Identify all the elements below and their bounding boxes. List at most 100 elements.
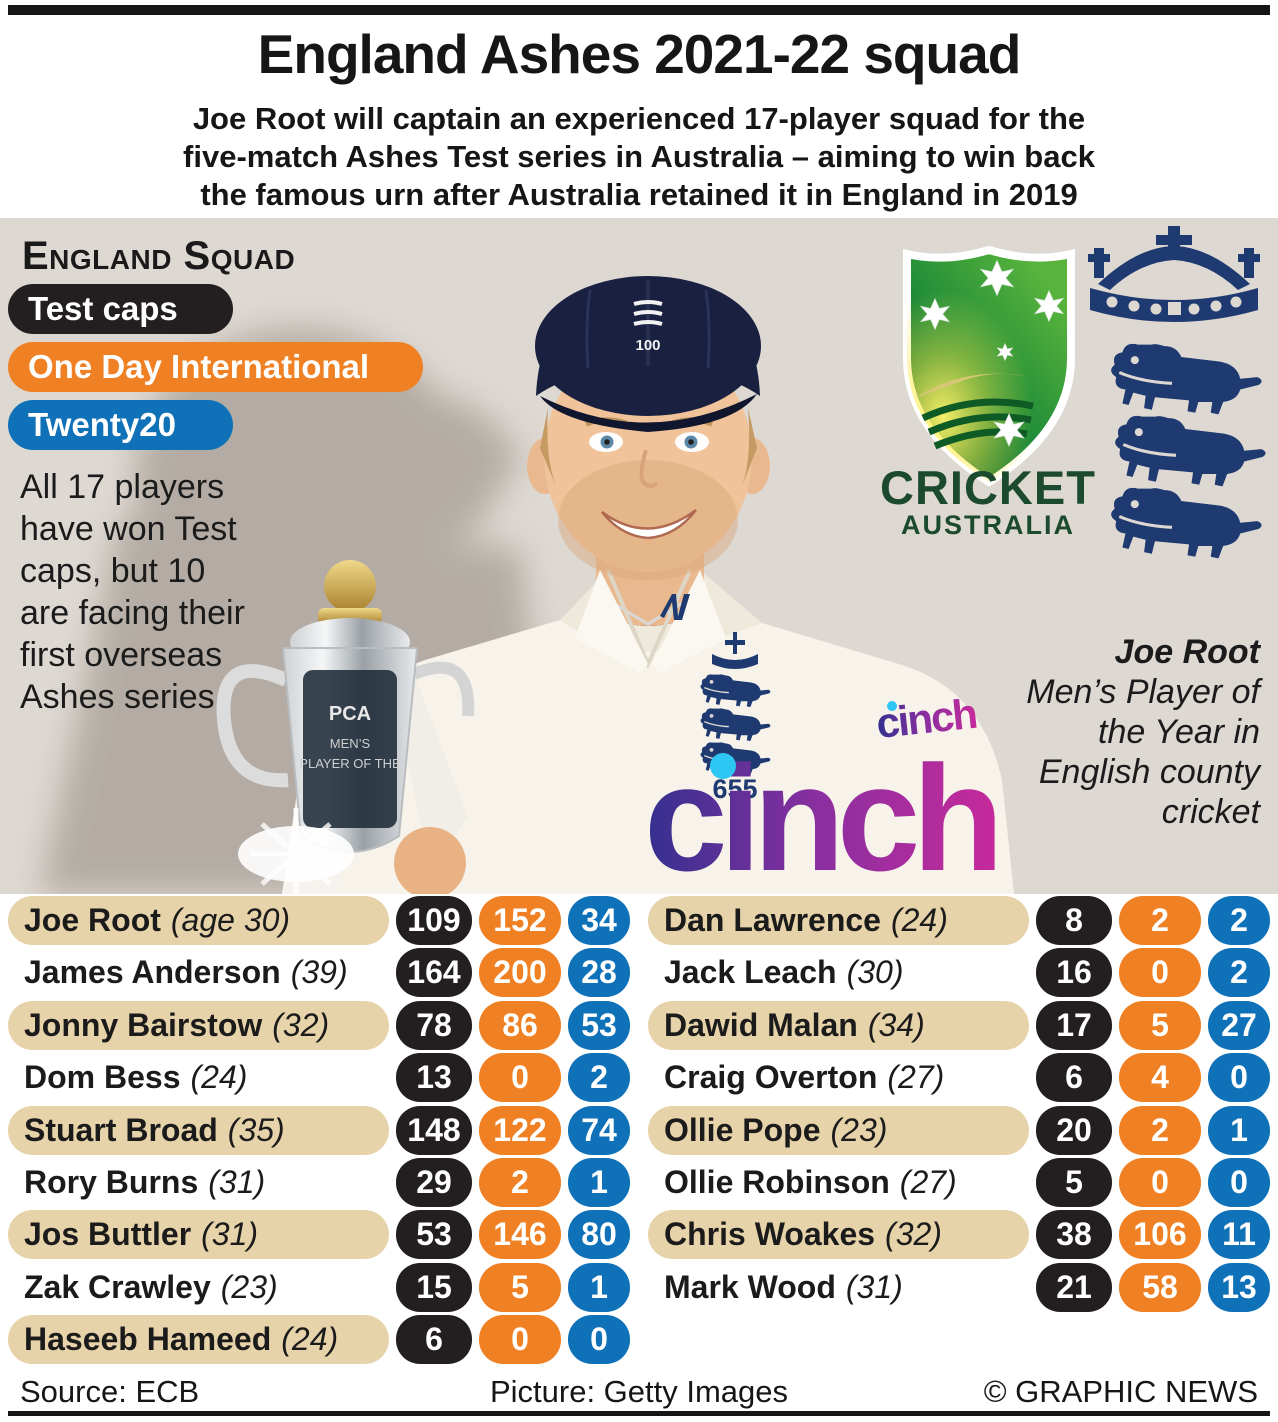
- cinch-i-dot: [710, 753, 736, 779]
- player-age: (30): [846, 954, 904, 991]
- player-name-text: Rory Burns: [24, 1163, 199, 1200]
- player-name: Mark Wood (31): [648, 1263, 1029, 1312]
- player-name-text: Craig Overton: [664, 1059, 878, 1096]
- player-name: Ollie Robinson (27): [648, 1158, 1029, 1207]
- player-name-text: James Anderson: [24, 954, 281, 991]
- hair-left: [540, 408, 556, 486]
- legend-twenty20: Twenty20: [8, 400, 233, 450]
- t20-pill: 28: [568, 948, 630, 998]
- player-age: (32): [885, 1216, 942, 1253]
- subtitle-line: the famous urn after Australia retained …: [200, 177, 1078, 212]
- trophy-text-3: PLAYER OF THE: [299, 756, 401, 771]
- cinch-sleeve-i-dot: [887, 701, 897, 711]
- player-name-text: Ollie Robinson: [664, 1163, 890, 1200]
- player-row: James Anderson (39) 164 200 28: [8, 948, 630, 998]
- player-age: (27): [887, 1059, 945, 1096]
- t20-pill: 74: [568, 1105, 630, 1155]
- player-age: (39): [290, 954, 348, 991]
- player-age: (27): [899, 1163, 957, 1200]
- t20-pill: 0: [568, 1315, 630, 1365]
- player-name-text: Dan Lawrence: [664, 902, 881, 938]
- caption-text: Men’s Player of the Year in English coun…: [1026, 673, 1260, 831]
- squad-column-right: Dan Lawrence (24) 8 2 2 Jack Leach (30) 16…: [648, 896, 1270, 1315]
- trophy-handle-left: [216, 664, 289, 788]
- shirt-number: 655: [712, 774, 757, 804]
- pupil-right: [688, 439, 694, 445]
- test-caps-pill: 6: [1036, 1053, 1112, 1103]
- test-caps-pill: 8: [1036, 896, 1112, 945]
- test-caps-pill: 38: [1036, 1210, 1112, 1260]
- player-age: (31): [845, 1268, 903, 1305]
- ecb-crown: [1088, 226, 1260, 322]
- player-name: Jonny Bairstow (32): [8, 1000, 389, 1050]
- t20-pill: 0: [1208, 1053, 1270, 1103]
- legend-odi: One Day International: [8, 342, 423, 392]
- nb-logo: [660, 594, 690, 620]
- odi-pill: 5: [479, 1262, 561, 1312]
- test-caps-pill: 164: [396, 948, 472, 998]
- photo-caption: Joe Root Men’s Player of the Year in Eng…: [1020, 632, 1260, 832]
- t20-pill: 13: [1208, 1262, 1270, 1312]
- odi-pill: 200: [479, 948, 561, 998]
- test-caps-pill: 16: [1036, 948, 1112, 998]
- player-row: Craig Overton (27) 6 4 0: [648, 1053, 1270, 1103]
- collar-left: [575, 570, 648, 673]
- test-caps-pill: 78: [396, 1000, 472, 1050]
- odi-pill: 0: [479, 1315, 561, 1365]
- page-subtitle: Joe Root will captain an experienced 17-…: [0, 100, 1278, 214]
- footer: Source: ECB Picture: Getty Images © GRAP…: [0, 1374, 1278, 1410]
- cap-number: 100: [635, 337, 660, 354]
- player-row: Haseeb Hameed (24) 6 0 0: [8, 1315, 630, 1365]
- subtitle-line: five-match Ashes Test series in Australi…: [183, 139, 1095, 174]
- trophy: cinch PCA MEN’S PLAYER OF THE: [216, 560, 475, 894]
- player-name-text: Dom Bess: [24, 1059, 181, 1096]
- joe-root-photo: 100 cinch PCA MEN’S PLAYER OF THE: [0, 218, 1278, 894]
- test-caps-pill: 109: [396, 896, 472, 945]
- trophy-panel: [303, 670, 397, 828]
- t20-pill: 2: [1208, 896, 1270, 945]
- player-age: (24): [890, 902, 948, 938]
- collar-right: [652, 570, 726, 673]
- player-name: Dawid Malan (34): [648, 1000, 1029, 1050]
- player-name: Ollie Pope (23): [648, 1105, 1029, 1155]
- player-name: Joe Root (age 30): [8, 896, 389, 945]
- photo-illustration: 100 cinch PCA MEN’S PLAYER OF THE: [0, 218, 1278, 894]
- player-row: Ollie Robinson (27) 5 0 0: [648, 1157, 1270, 1207]
- t20-pill: 27: [1208, 1000, 1270, 1050]
- player-name: Jos Buttler (31): [8, 1210, 389, 1260]
- odi-pill: 106: [1119, 1210, 1201, 1260]
- player-age: (age 30): [170, 902, 291, 938]
- player-row: Stuart Broad (35) 148 122 74: [8, 1105, 630, 1155]
- test-caps-pill: 53: [396, 1210, 472, 1260]
- odi-pill: 58: [1119, 1262, 1201, 1312]
- smile: [601, 508, 697, 540]
- odi-pill: 2: [479, 1157, 561, 1207]
- player-name: James Anderson (39): [8, 948, 389, 997]
- test-caps-pill: 148: [396, 1105, 472, 1155]
- ca-logo-cricket-text: CRICKET: [880, 461, 1096, 514]
- ecb-logo: [1088, 226, 1268, 560]
- player-name-text: Ollie Pope: [664, 1111, 821, 1148]
- player-row: Rory Burns (31) 29 2 1: [8, 1157, 630, 1207]
- test-caps-pill: 17: [1036, 1000, 1112, 1050]
- t20-pill: 1: [1208, 1105, 1270, 1155]
- player-row: Ollie Pope (23) 20 2 1: [648, 1105, 1270, 1155]
- player-name-text: Zak Crawley: [24, 1268, 211, 1305]
- cinch-sleeve-logo: cinch: [874, 690, 978, 747]
- player-name-text: Jack Leach: [664, 954, 837, 991]
- player-age: (31): [208, 1163, 266, 1200]
- player-row: Dom Bess (24) 13 0 2: [8, 1053, 630, 1103]
- player-row: Dan Lawrence (24) 8 2 2: [648, 896, 1270, 945]
- player-age: (31): [201, 1216, 259, 1253]
- player-age: (23): [830, 1111, 888, 1148]
- trophy-text-2: MEN’S: [330, 736, 371, 751]
- t20-pill: 11: [1208, 1210, 1270, 1260]
- beard-stubble: [558, 460, 738, 580]
- t20-pill: 53: [568, 1000, 630, 1050]
- test-caps-pill: 5: [1036, 1157, 1112, 1207]
- player-name-text: Jonny Bairstow: [24, 1006, 263, 1043]
- flare-spikes: [250, 808, 342, 894]
- trophy-text-1: PCA: [329, 703, 371, 725]
- player-row: Zak Crawley (23) 15 5 1: [8, 1262, 630, 1312]
